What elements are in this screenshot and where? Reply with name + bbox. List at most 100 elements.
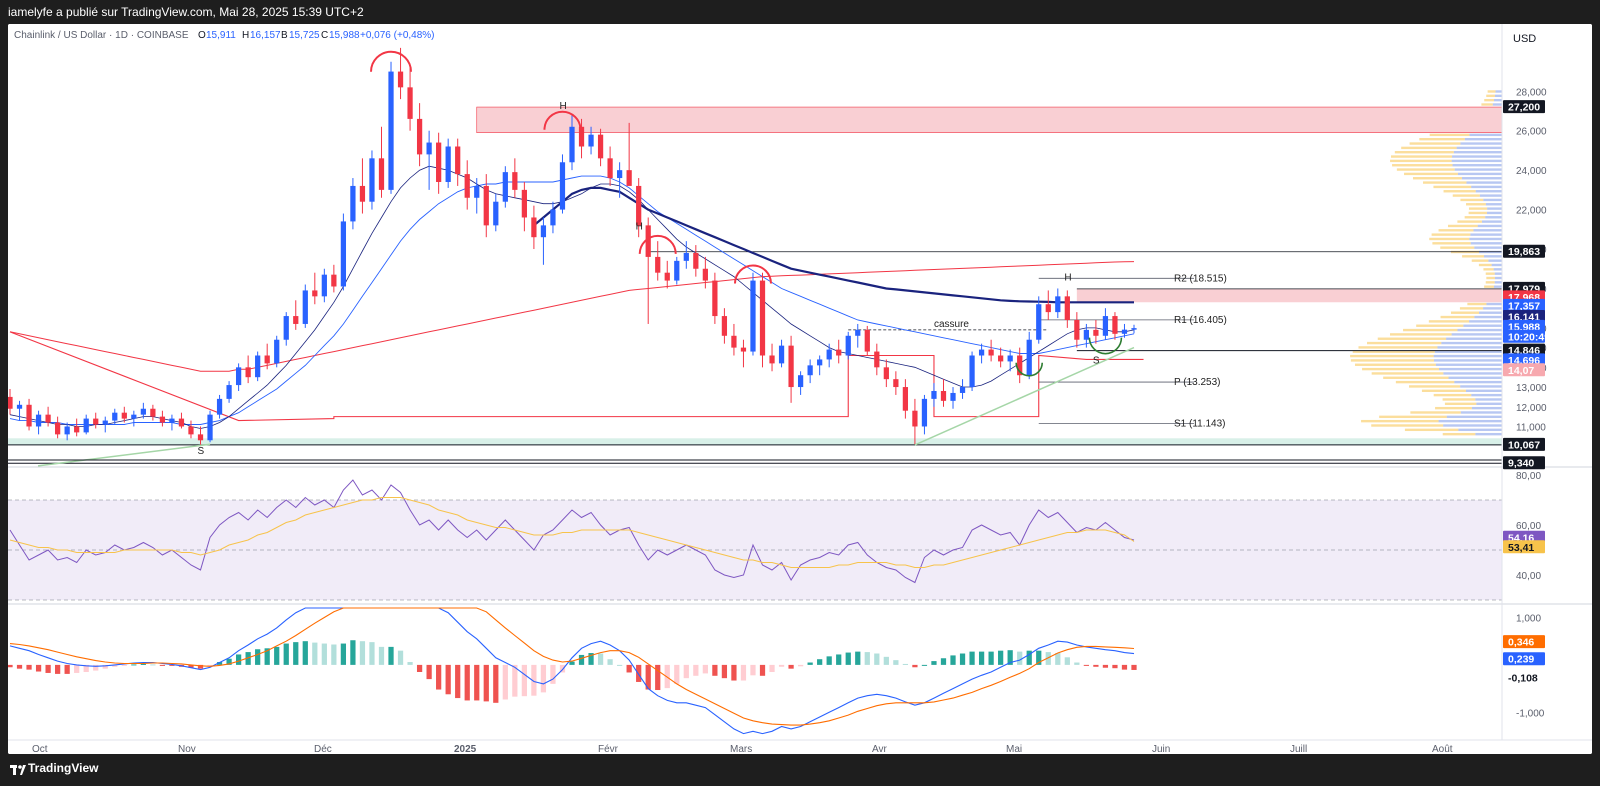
volume-profile-bar-blue: [1446, 415, 1502, 419]
volume-profile-bar-yellow: [1433, 185, 1472, 189]
macd-histogram-bar: [693, 664, 699, 676]
symbol-name[interactable]: Chainlink / US Dollar · 1D · COINBASE: [14, 30, 189, 41]
candle-body: [64, 426, 70, 435]
volume-profile-bar-yellow: [1367, 341, 1442, 345]
volume-profile-bar-blue: [1456, 146, 1502, 150]
macd-tick: -1,000: [1516, 708, 1545, 719]
price-badge: [1503, 310, 1545, 324]
price-badge: [1503, 319, 1545, 333]
chart-frame[interactable]: cassure R2 (18.515) R1 (16.405) P (13.253)…: [8, 24, 1592, 754]
price-badge: [1503, 100, 1545, 114]
candle-body: [845, 335, 851, 356]
volume-profile-bar-yellow: [1435, 406, 1472, 410]
volume-profile-bar-yellow: [1432, 242, 1471, 245]
volume-profile-bar-blue: [1460, 385, 1502, 388]
candle-body: [416, 118, 423, 155]
close-value: 15,988: [329, 30, 360, 41]
volume-profile-bar-blue: [1469, 320, 1502, 323]
macd-histogram-bar: [683, 664, 689, 679]
volume-profile-bar-blue: [1476, 402, 1502, 406]
resistance-zone-mid: [1076, 288, 1502, 303]
macd-histogram-bar: [645, 664, 651, 690]
candle-body: [350, 185, 356, 222]
series-line-ma-200: [9, 261, 1135, 372]
candle-body: [1017, 355, 1023, 376]
price-badge: [1503, 244, 1545, 258]
volume-profile-bar-blue: [1461, 177, 1502, 180]
volume-profile-bar-blue: [1486, 211, 1502, 215]
rsi-tick: 40,00: [1516, 571, 1541, 582]
tradingview-brand[interactable]: TradingView: [28, 761, 99, 775]
candle-body: [1007, 355, 1013, 362]
macd-histogram-bar: [312, 642, 318, 665]
candle-body: [493, 201, 499, 226]
pivot-label: R1 (16.405): [1174, 315, 1227, 326]
series-line-ma-50: [9, 175, 1135, 425]
price-badge-text: 17,357: [1508, 300, 1540, 312]
macd-histogram-bar: [464, 664, 470, 701]
macd-histogram-bar: [864, 652, 870, 665]
macd-badge-text: -0,108: [1508, 673, 1538, 685]
volume-profile-bar-yellow: [1487, 90, 1496, 93]
macd-histogram-bar: [226, 658, 232, 665]
chart-drawings: H H H S S: [37, 50, 1135, 467]
currency-label[interactable]: USD: [1513, 33, 1536, 45]
candle-body: [769, 355, 775, 364]
volume-profile-bar-yellow: [1404, 428, 1459, 432]
macd-histogram-bar: [1026, 650, 1032, 665]
publish-info: iamelyfe a publié sur TradingView.com, M…: [8, 5, 364, 19]
candle-body: [55, 422, 61, 435]
time-axis[interactable]: Oct Nov Déc 2025 Févr Mars Avr Mai Juin Juill Août: [32, 744, 1453, 754]
price-badge-text: 10,067: [1508, 439, 1540, 451]
macd-histogram-bar: [902, 663, 909, 665]
pivot-label: S1 (11.143): [1174, 419, 1226, 430]
volume-profile-bar-blue: [1485, 203, 1502, 206]
macd-histogram-bar: [797, 664, 804, 667]
shoulder-label: S: [198, 446, 205, 457]
candle-body: [1121, 329, 1128, 334]
volume-profile-bar-blue: [1471, 393, 1502, 397]
macd-histogram-bar: [45, 664, 51, 673]
candle-body: [778, 345, 785, 364]
moving-averages: [9, 165, 1135, 429]
volume-profile-bar-blue: [1464, 138, 1502, 141]
volume-profile-bar-blue: [1446, 337, 1502, 340]
candle-body: [940, 390, 947, 401]
volume-profile: [1350, 90, 1502, 436]
macd-histogram-bar: [1112, 664, 1118, 669]
macd-histogram-bar: [112, 664, 118, 667]
macd-histogram-bar: [388, 646, 394, 665]
macd-histogram-bar: [978, 651, 985, 665]
volume-profile-bar-blue: [1485, 216, 1502, 219]
candle-body: [597, 134, 604, 159]
candle-body: [664, 272, 670, 281]
macd-histogram-bar: [93, 664, 99, 671]
candle-body: [312, 290, 318, 297]
rsi-axis[interactable]: 80,00 60,00 40,00: [1516, 471, 1541, 582]
volume-profile-bar-blue: [1458, 428, 1502, 432]
head-label: H: [559, 101, 566, 112]
volume-profile-bar-blue: [1483, 307, 1502, 310]
volume-profile-bar-blue: [1434, 350, 1502, 353]
rsi-badge-text: 53,41: [1508, 542, 1534, 554]
macd-histogram-bar: [836, 654, 842, 665]
volume-profile-bar-blue: [1486, 302, 1502, 306]
macd-axis[interactable]: 1,000 -1,000: [1516, 613, 1545, 719]
macd-histogram-bar: [1007, 650, 1013, 665]
candle-body: [426, 142, 432, 155]
macd-histogram-bar: [350, 640, 356, 665]
volume-profile-bar-yellow: [1358, 346, 1438, 349]
price-badge: [1503, 343, 1545, 357]
volume-profile-bar-yellow: [1467, 302, 1487, 306]
chart-canvas[interactable]: cassure R2 (18.515) R1 (16.405) P (13.253)…: [8, 24, 1592, 754]
time-label: Août: [1432, 744, 1453, 754]
candle-body: [807, 365, 813, 376]
candle-body: [836, 349, 842, 356]
volume-profile-bar-yellow: [1395, 380, 1455, 384]
volume-profile-bar-blue: [1457, 328, 1502, 332]
price-badge: [1503, 329, 1545, 343]
price-tick: 11,000: [1516, 422, 1546, 433]
macd-histogram-bar: [1064, 657, 1070, 665]
volume-profile-bar-yellow: [1457, 220, 1482, 223]
macd-histogram-bar: [197, 664, 204, 669]
